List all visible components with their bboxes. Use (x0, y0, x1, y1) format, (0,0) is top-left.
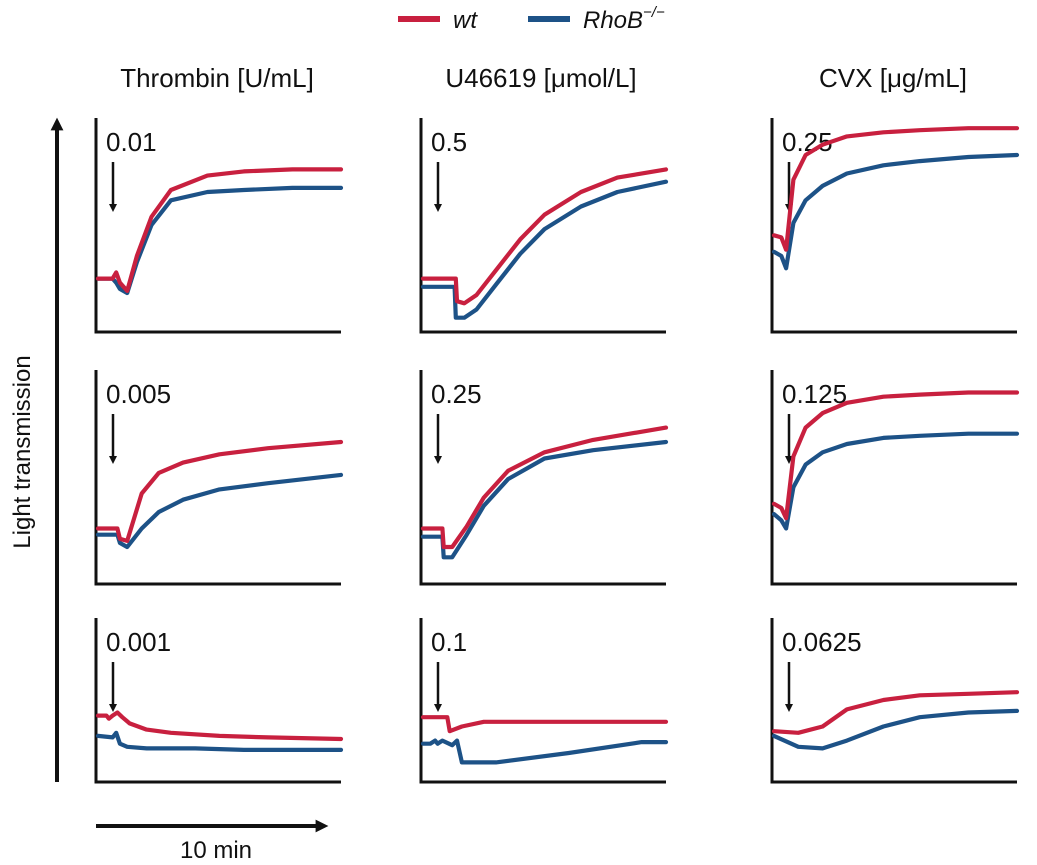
panel-u46619-3-concentration-label: 0.1 (431, 627, 467, 657)
legend: wt RhoB−/− (398, 4, 665, 34)
panel-u46619-1-wt-line (420, 167, 669, 306)
panel-u46619-1: 0.5 (419, 118, 669, 334)
panel-thrombin-1: 0.01 (94, 118, 344, 334)
panel-thrombin-1-wt-line (95, 167, 344, 293)
column-title-u46619: U46619 [μmol/L] (445, 63, 636, 93)
panel-thrombin-2-wt-line (95, 439, 344, 543)
time-scale-label: 10 min (180, 837, 252, 860)
panel-u46619-2-wt-line (420, 425, 669, 550)
panel-thrombin-3-rhob-line (95, 730, 344, 752)
panel-u46619-1-rhob-line (420, 179, 669, 320)
panel-thrombin-1-concentration-label: 0.01 (106, 127, 157, 157)
panel-thrombin-3-wt-line (95, 710, 344, 742)
panel-cvx-2: 0.125 (770, 370, 1020, 586)
legend-rhob-superscript: −/− (643, 4, 665, 21)
panel-cvx-1-rhob-line (771, 152, 1020, 271)
column-title-cvx: CVX [μg/mL] (819, 63, 967, 93)
legend-rhob-name: RhoB (583, 7, 643, 34)
panel-cvx-1: 0.25 (770, 118, 1020, 334)
panel-cvx-2-concentration-label: 0.125 (782, 379, 847, 409)
panel-thrombin-1-rhob-line (95, 185, 344, 296)
panel-u46619-2-concentration-label: 0.25 (431, 379, 482, 409)
column-title-thrombin: Thrombin [U/mL] (120, 63, 314, 93)
panel-u46619-3: 0.1 (419, 618, 669, 784)
panel-thrombin-3-concentration-label: 0.001 (106, 627, 171, 657)
panel-u46619-2: 0.25 (419, 370, 669, 586)
panel-grid: 0.01 0.005 0.001 0.5 0.25 0.1 0.25 0.125 0.0625 (94, 118, 1020, 784)
panel-thrombin-2: 0.005 (94, 370, 344, 586)
panel-u46619-1-concentration-label: 0.5 (431, 127, 467, 157)
y-axis-label: Light transmission (9, 355, 36, 548)
panel-cvx-3: 0.0625 (770, 618, 1020, 784)
panel-cvx-3-wt-line (771, 690, 1020, 735)
legend-rhob-label: RhoB−/− (583, 4, 665, 34)
panel-cvx-3-concentration-label: 0.0625 (782, 627, 862, 657)
panel-u46619-3-rhob-line (420, 738, 669, 765)
legend-wt-label: wt (453, 7, 478, 34)
panel-thrombin-3: 0.001 (94, 618, 344, 784)
panel-cvx-3-rhob-line (771, 708, 1020, 751)
panel-cvx-1-wt-line (771, 126, 1020, 252)
panel-u46619-3-wt-line (420, 715, 669, 734)
panel-cvx-2-wt-line (771, 390, 1020, 521)
panel-thrombin-2-concentration-label: 0.005 (106, 379, 171, 409)
panel-cvx-2-rhob-line (771, 431, 1020, 531)
